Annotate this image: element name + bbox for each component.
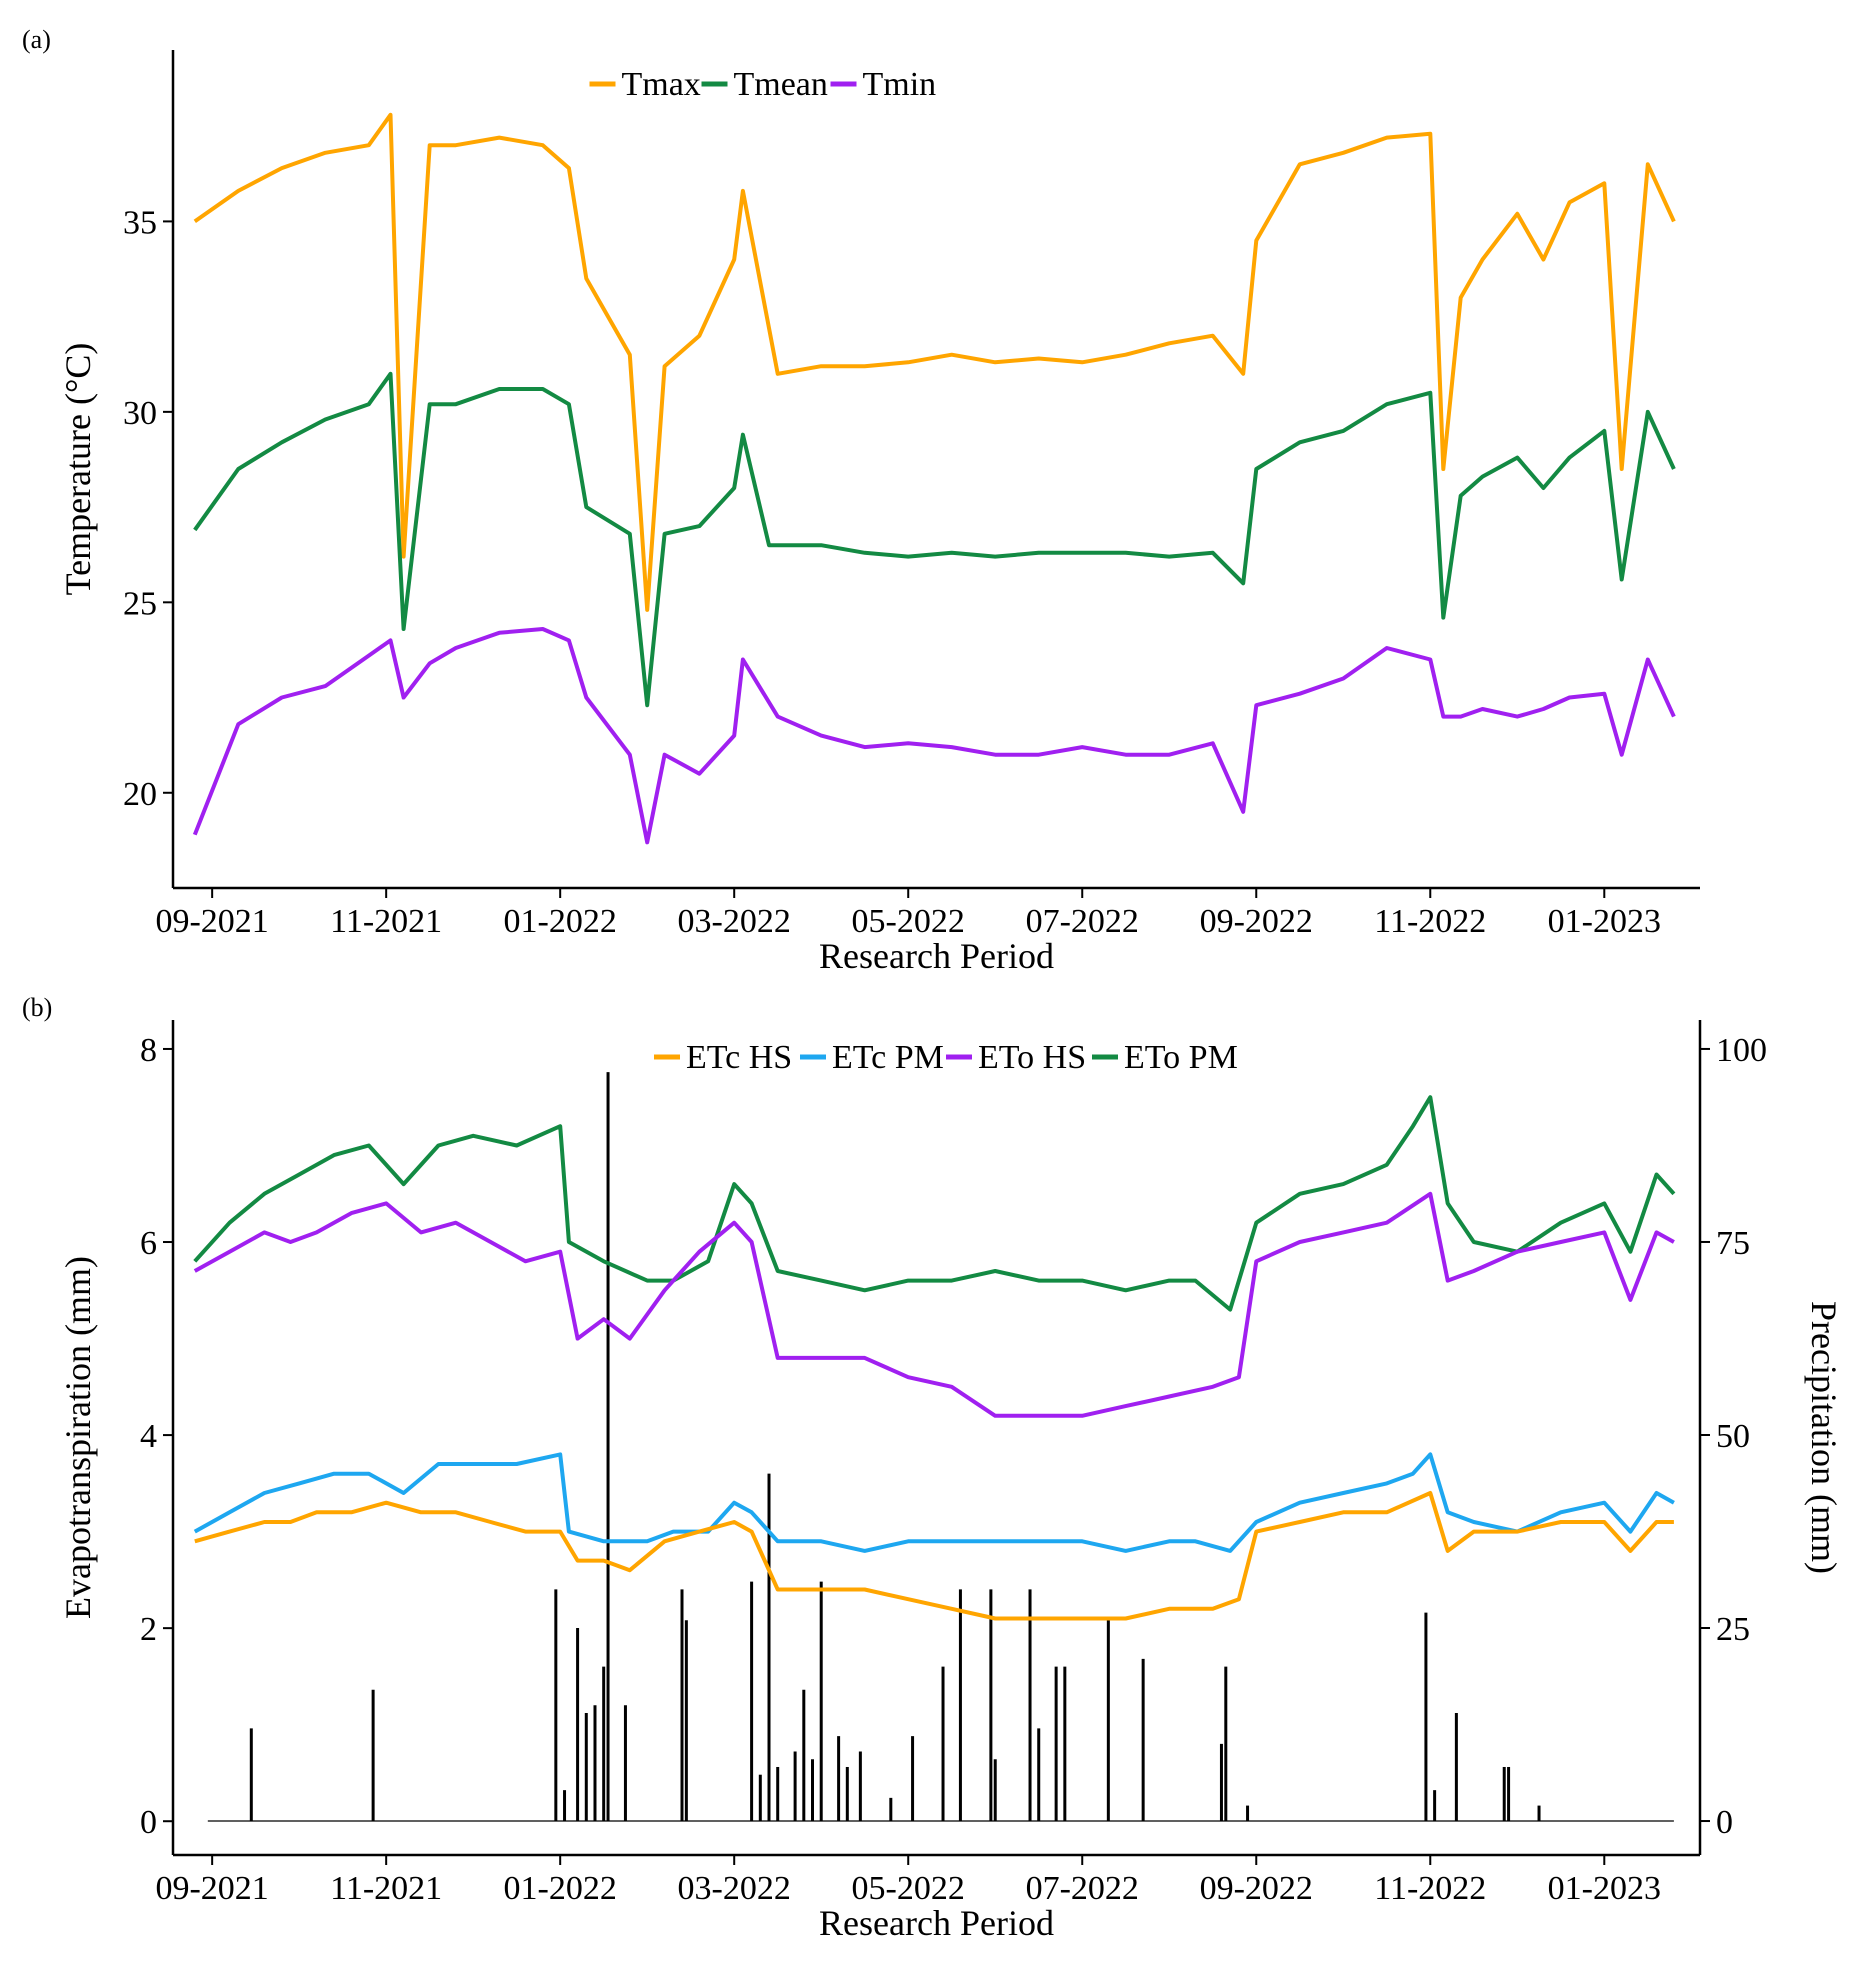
- panel-label: (a): [22, 25, 51, 54]
- right-y-tick-label: 25: [1716, 1611, 1750, 1648]
- x-tick-label: 01-2023: [1548, 1870, 1661, 1907]
- panel-b-evapotranspiration: (b) 0 2 4 6 8 09-2021 11-2021 01-2022 03-2022 05-2…: [22, 993, 1844, 1943]
- series-line-eto-pm: [193, 1095, 1676, 1312]
- x-axis-label: Research Period: [819, 1903, 1054, 1943]
- y-tick-label: 0: [140, 1804, 157, 1841]
- legend: Tmax Tmean Tmin: [589, 66, 937, 103]
- y-axis-label: Evapotranspiration (mm): [58, 1256, 98, 1619]
- x-tick-label: 09-2022: [1200, 903, 1313, 940]
- right-y-tick-label: 50: [1716, 1418, 1750, 1455]
- x-tick-label: 05-2022: [852, 1870, 965, 1907]
- y-tick-label: 30: [123, 395, 157, 432]
- x-tick-label: 01-2022: [504, 1870, 617, 1907]
- x-tick-label: 09-2022: [1200, 1870, 1313, 1907]
- right-y-axis-label: Precipitation (mm): [1804, 1301, 1844, 1574]
- legend-label: ETo HS: [978, 1039, 1086, 1076]
- y-tick-label: 20: [123, 776, 157, 813]
- legend-label: ETc PM: [832, 1039, 944, 1076]
- panel-label: (b): [22, 993, 52, 1022]
- legend-label: Tmin: [863, 66, 937, 103]
- right-y-tick-label: 0: [1716, 1804, 1733, 1841]
- right-y-tick-label: 100: [1716, 1032, 1767, 1069]
- series-line-tmin: [192, 627, 1676, 845]
- series-line-tmax: [193, 112, 1676, 612]
- series-line-etc-hs: [194, 1491, 1674, 1621]
- x-tick-label: 05-2022: [852, 903, 965, 940]
- x-tick-label: 07-2022: [1026, 1870, 1139, 1907]
- y-tick-label: 4: [140, 1418, 157, 1455]
- x-tick-label: 03-2022: [678, 1870, 791, 1907]
- x-tick-label: 11-2021: [330, 1870, 442, 1907]
- series-line-etc-pm: [193, 1452, 1675, 1553]
- x-tick-label: 03-2022: [678, 903, 791, 940]
- x-tick-label: 01-2023: [1548, 903, 1661, 940]
- right-y-tick-label: 75: [1716, 1225, 1750, 1262]
- legend-label: ETc HS: [686, 1039, 792, 1076]
- y-tick-label: 6: [140, 1225, 157, 1262]
- x-tick-label: 01-2022: [504, 903, 617, 940]
- y-tick-label: 25: [123, 585, 157, 622]
- x-tick-label: 09-2021: [155, 1870, 268, 1907]
- legend-label: Tmax: [622, 66, 701, 103]
- x-tick-label: 11-2022: [1374, 1870, 1486, 1907]
- x-tick-label: 09-2021: [155, 903, 268, 940]
- y-tick-label: 35: [123, 204, 157, 241]
- x-axis-label: Research Period: [819, 936, 1054, 976]
- x-tick-label: 11-2022: [1374, 903, 1486, 940]
- legend: ETc HS ETc PM ETo HS ETo PM: [654, 1039, 1238, 1076]
- y-axis-label: Temperature (°C): [58, 343, 98, 596]
- y-tick-label: 2: [140, 1611, 157, 1648]
- series-line-eto-hs: [193, 1191, 1675, 1418]
- y-tick-label: 8: [140, 1032, 157, 1069]
- legend-label: ETo PM: [1124, 1039, 1238, 1076]
- legend-label: Tmean: [734, 66, 828, 103]
- series-line-tmean: [193, 371, 1676, 708]
- panel-a-temperature: (a) 20 25 30 35 09-2021 11-2021 01-2022 03-2022 0…: [22, 25, 1700, 976]
- x-tick-label: 11-2021: [330, 903, 442, 940]
- x-tick-label: 07-2022: [1026, 903, 1139, 940]
